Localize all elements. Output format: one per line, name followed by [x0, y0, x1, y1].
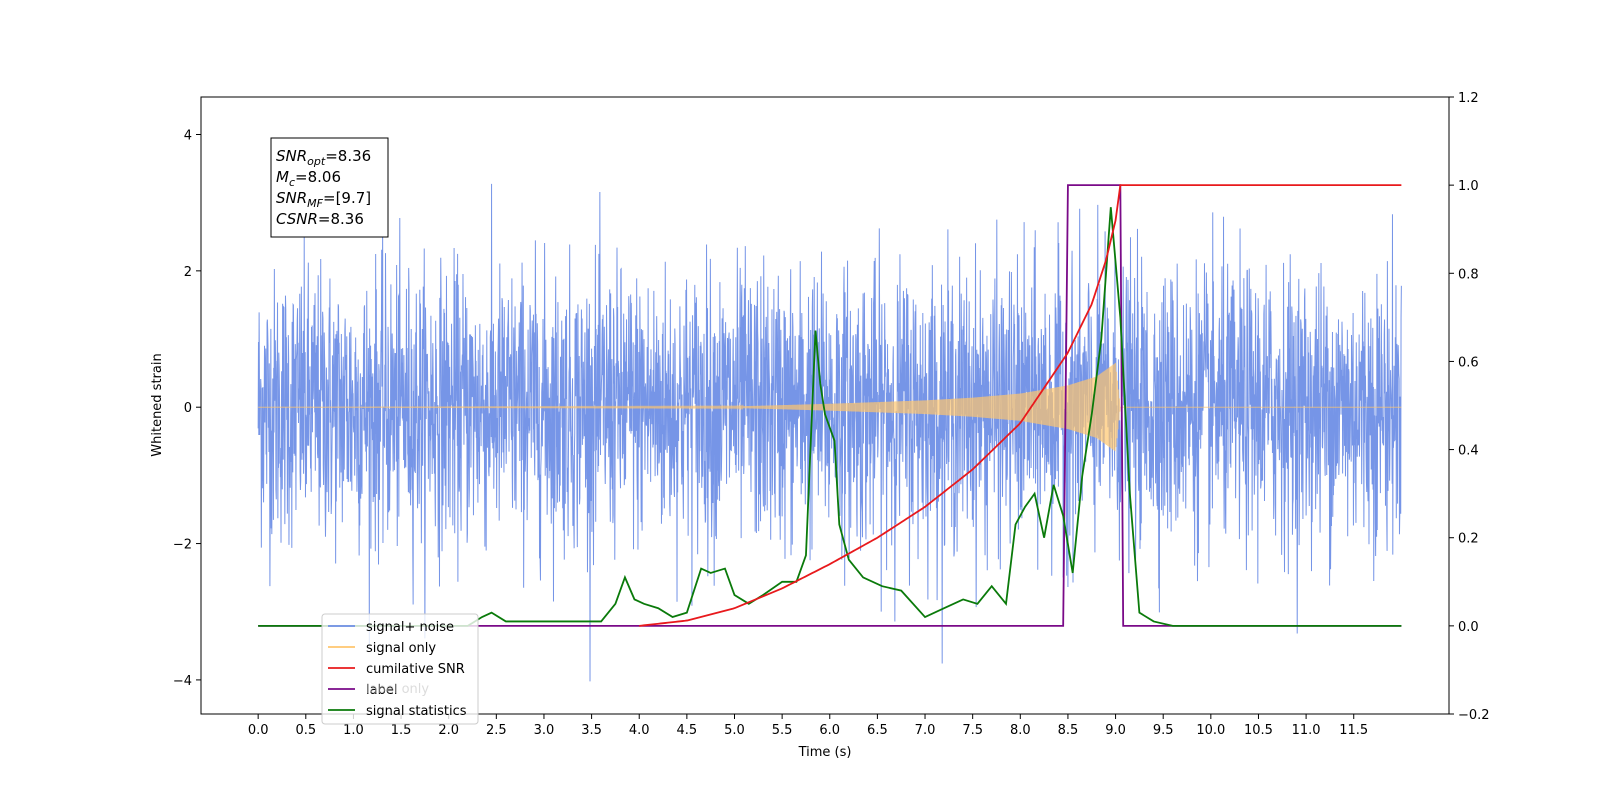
info-line: SNRMF=[9.7] — [276, 189, 371, 210]
y-tick-label: 2 — [184, 265, 192, 280]
x-tick-label: 6.5 — [867, 723, 888, 738]
x-axis-label: Time (s) — [798, 745, 852, 760]
x-tick-label: 2.0 — [438, 723, 459, 738]
y-tick-label: 4 — [184, 128, 192, 143]
x-tick-label: 11.5 — [1339, 723, 1368, 738]
legend-frame — [321, 613, 479, 725]
legend-entry: signal statistics — [366, 704, 467, 719]
series-signal-only — [258, 362, 1402, 452]
legend: signal+ noise signal only cumilative SNR la… — [321, 613, 479, 725]
y-axis-label: Whitened strain — [150, 353, 165, 456]
info-box-frame — [270, 137, 389, 238]
x-tick-label: 7.5 — [962, 723, 983, 738]
x-tick-label: 8.0 — [1010, 723, 1031, 738]
y2-tick-label: 1.2 — [1458, 91, 1479, 106]
legend-entry: signal+ noise — [366, 620, 454, 635]
x-tick-label: 9.5 — [1153, 723, 1174, 738]
x-tick-label: 0.5 — [295, 723, 316, 738]
x-tick-label: 10.5 — [1244, 723, 1273, 738]
x-tick-label: 4.5 — [677, 723, 698, 738]
x-tick-label: 6.0 — [819, 723, 840, 738]
y2-tick-label: −0.2 — [1458, 708, 1490, 723]
series-cumulative-snr — [639, 184, 1402, 627]
y2-tick-label: 0.6 — [1458, 355, 1479, 370]
legend-hidden-label: label only — [366, 682, 429, 697]
x-tick-label: 5.5 — [772, 723, 793, 738]
x-tick-label: 10.0 — [1196, 723, 1225, 738]
legend-entry: cumilative SNR — [366, 662, 465, 677]
series-signal-statistics — [258, 207, 1402, 627]
info-line: SNRopt=8.36 — [276, 147, 371, 168]
y2-tick-label: 0.0 — [1458, 620, 1479, 635]
x-tick-label: 7.0 — [915, 723, 936, 738]
x-tick-label: 3.0 — [534, 723, 555, 738]
y-tick-label: −2 — [173, 538, 192, 553]
info-line: CSNR=8.36 — [276, 210, 364, 228]
plot-frame — [200, 96, 1450, 715]
x-tick-label: 1.5 — [391, 723, 412, 738]
y2-tick-label: 1.0 — [1458, 179, 1479, 194]
x-tick-label: 4.0 — [629, 723, 650, 738]
y2-tick-label: 0.4 — [1458, 444, 1479, 459]
x-tick-label: 2.5 — [486, 723, 507, 738]
x-tick-label: 0.0 — [248, 723, 269, 738]
info-line: Mc=8.06 — [276, 168, 341, 189]
x-tick-label: 1.0 — [343, 723, 364, 738]
y-tick-label: 0 — [184, 401, 192, 416]
x-tick-label: 5.0 — [724, 723, 745, 738]
legend-entry: label — [366, 683, 397, 698]
x-tick-label: 3.5 — [581, 723, 602, 738]
y-tick-label: −4 — [173, 674, 192, 689]
series-signal-noise — [257, 183, 1402, 682]
x-tick-label: 11.0 — [1292, 723, 1321, 738]
y2-tick-label: 0.2 — [1458, 532, 1479, 547]
legend-entry: signal only — [366, 641, 436, 656]
y2-tick-label: 0.8 — [1458, 267, 1479, 282]
x-tick-label: 9.0 — [1105, 723, 1126, 738]
x-tick-label: 8.5 — [1058, 723, 1079, 738]
